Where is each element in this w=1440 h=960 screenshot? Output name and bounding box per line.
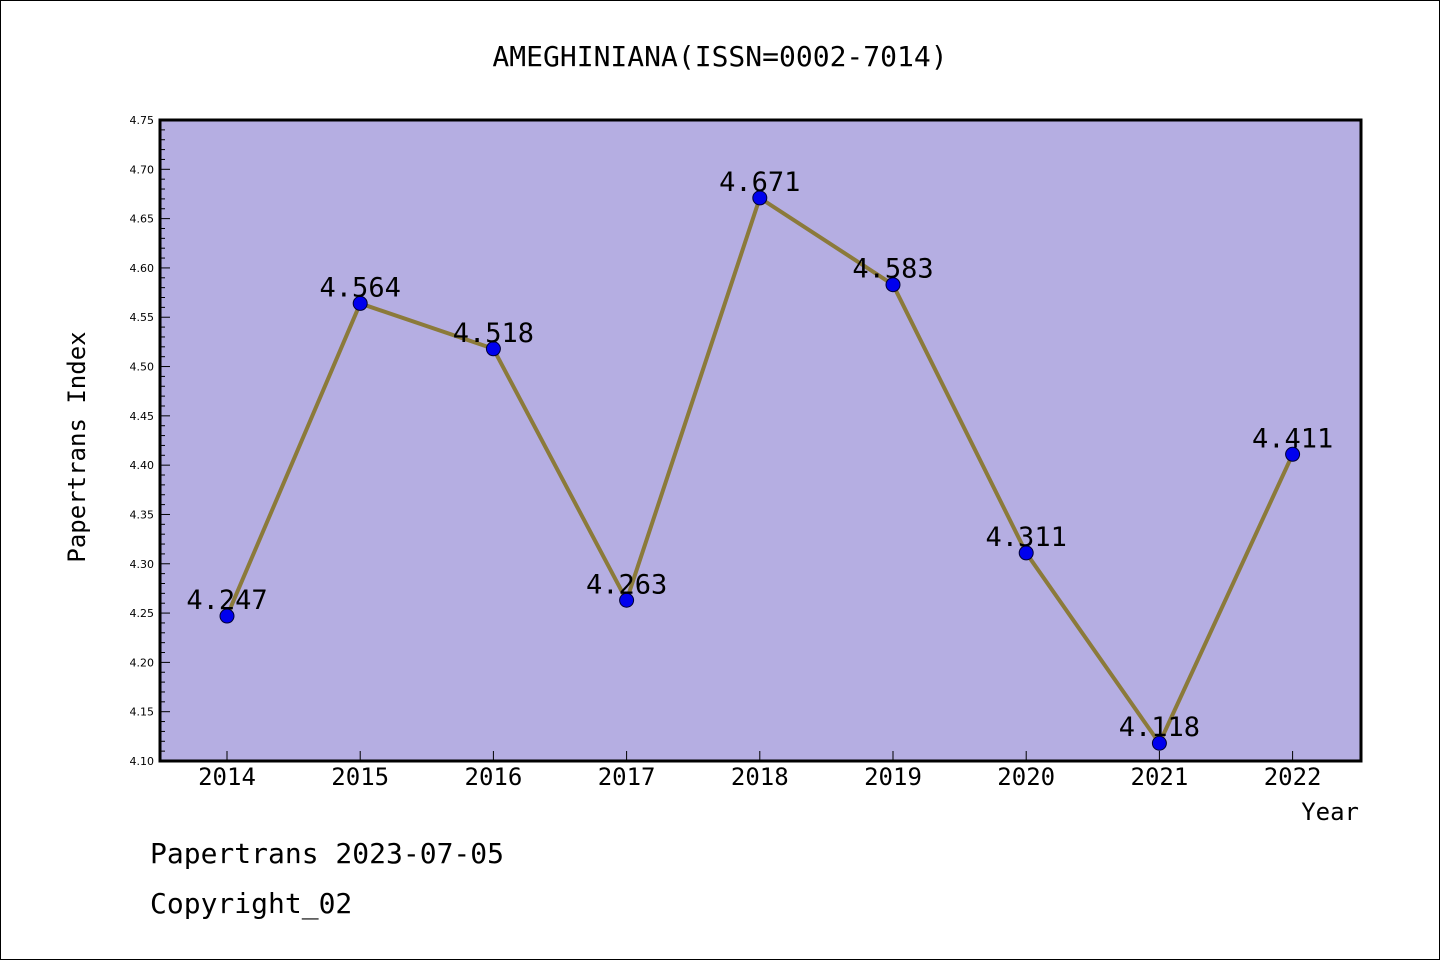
data-point bbox=[1018, 545, 1034, 561]
footer-date: Papertrans 2023-07-05 bbox=[150, 837, 504, 870]
x-tick-label: 2020 bbox=[997, 763, 1055, 791]
y-tick-label: 4.45 bbox=[130, 410, 155, 423]
x-tick-label: 2018 bbox=[731, 763, 789, 791]
footer-copyright: Copyright_02 bbox=[150, 887, 352, 921]
y-tick-label: 4.75 bbox=[130, 114, 155, 127]
data-label: 4.671 bbox=[719, 167, 800, 198]
x-tick-label: 2017 bbox=[598, 763, 656, 791]
x-tick-label: 2016 bbox=[465, 763, 523, 791]
data-label: 4.564 bbox=[320, 272, 401, 303]
data-point bbox=[619, 592, 635, 608]
x-tick-label: 2019 bbox=[864, 763, 922, 791]
data-point bbox=[1285, 446, 1301, 462]
x-tick-label: 2015 bbox=[331, 763, 389, 791]
data-point bbox=[352, 295, 368, 311]
data-label: 4.118 bbox=[1119, 712, 1200, 743]
data-label: 4.311 bbox=[986, 522, 1067, 553]
data-point bbox=[1151, 735, 1167, 751]
series-line-group bbox=[219, 190, 1301, 751]
y-tick-label: 4.65 bbox=[130, 213, 155, 226]
data-label: 4.411 bbox=[1252, 423, 1333, 454]
y-tick-label: 4.10 bbox=[130, 755, 155, 768]
y-tick-label: 4.55 bbox=[130, 311, 155, 324]
y-tick-label: 4.15 bbox=[130, 706, 155, 719]
y-axis-ticks: 4.10 4.15 4.20 4.25 4.30 4.35 4.40 4.45 4.50 4.55… bbox=[130, 114, 170, 768]
y-tick-label: 4.20 bbox=[130, 656, 155, 669]
data-point bbox=[219, 608, 235, 624]
x-tick-label: 2022 bbox=[1264, 763, 1322, 791]
y-tick-label: 4.60 bbox=[130, 262, 155, 275]
data-point bbox=[485, 341, 501, 357]
data-point bbox=[885, 277, 901, 293]
data-label: 4.247 bbox=[186, 585, 267, 616]
y-axis-label: Papertrans Index bbox=[63, 331, 91, 562]
y-tick-label: 4.50 bbox=[130, 361, 155, 374]
y-tick-label: 4.30 bbox=[130, 558, 155, 571]
y-tick-label: 4.40 bbox=[130, 459, 155, 472]
data-label: 4.583 bbox=[852, 254, 933, 285]
x-axis-label: Year bbox=[1301, 798, 1359, 826]
y-tick-label: 4.35 bbox=[130, 508, 155, 521]
chart-title: AMEGHINIANA(ISSN=0002-7014) bbox=[492, 40, 947, 73]
data-label-group: 4.247 4.564 4.518 4.263 4.671 4.583 4.311 4.118… bbox=[186, 167, 1333, 743]
data-point bbox=[752, 190, 768, 206]
y-tick-label: 4.70 bbox=[130, 163, 155, 176]
plot-area bbox=[158, 118, 1363, 763]
x-tick-label: 2014 bbox=[198, 763, 256, 791]
data-label: 4.518 bbox=[453, 318, 534, 349]
x-tick-label: 2021 bbox=[1131, 763, 1189, 791]
y-tick-label: 4.25 bbox=[130, 607, 155, 620]
x-axis-ticks: 2014 2015 2016 2017 2018 2019 2020 2021 2022 bbox=[198, 751, 1321, 791]
data-label: 4.263 bbox=[586, 569, 667, 600]
